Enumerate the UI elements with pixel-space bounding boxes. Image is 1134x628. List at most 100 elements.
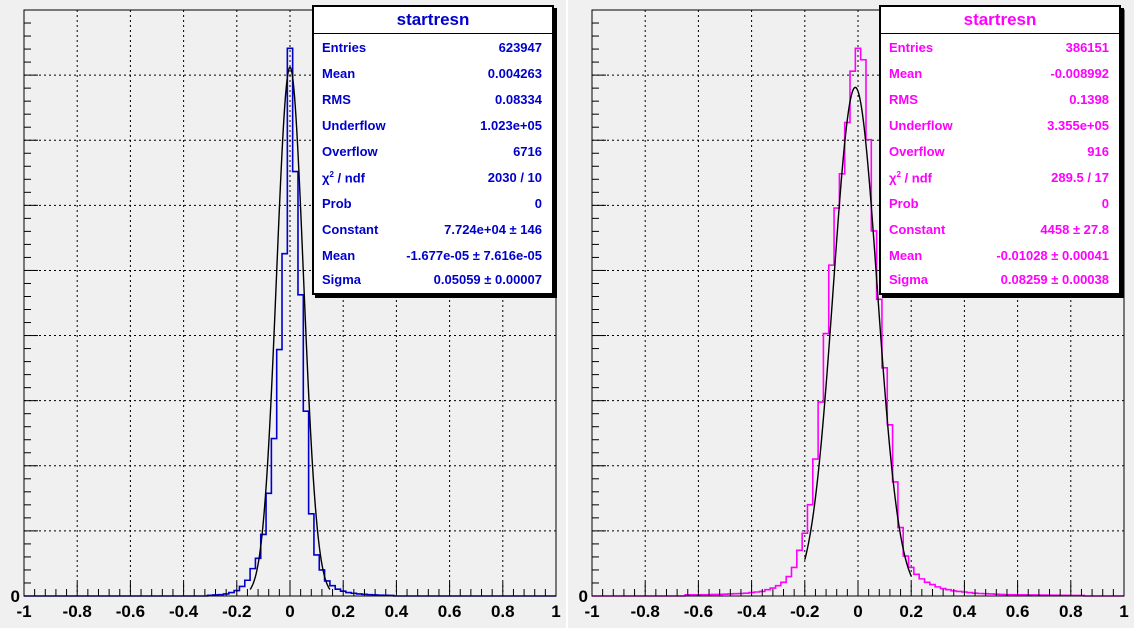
stats-row-chi2: χ2 / ndf 289.5 / 17 (889, 165, 1109, 191)
ndf-label: / ndf (333, 170, 365, 186)
stats-row-mean: Mean 0.004263 (322, 61, 542, 87)
stats-value: 7.724e+04 ± 146 (444, 222, 542, 237)
stats-row-constant: Constant 4458 ± 27.8 (889, 217, 1109, 243)
stats-title: startresn (314, 7, 552, 34)
stats-value: -0.01028 ± 0.00041 (996, 248, 1109, 263)
stats-value: 0.08259 ± 0.00038 (1000, 272, 1109, 287)
stats-label: χ2 / ndf (322, 170, 365, 185)
x-tick-label: 0.4 (953, 602, 977, 621)
x-tick-label: -0.4 (169, 602, 199, 621)
stats-value: 0.08334 (495, 92, 542, 107)
stats-title: startresn (881, 7, 1119, 34)
stats-row-prob: Prob 0 (889, 191, 1109, 217)
x-tick-label: -1 (584, 602, 599, 621)
stats-value: -0.008992 (1050, 66, 1109, 81)
stats-label: Overflow (322, 144, 378, 159)
stats-label: Sigma (889, 272, 929, 287)
y-tick-label: 0 (11, 587, 20, 606)
x-tick-label: -0.4 (737, 602, 767, 621)
stats-label: Prob (889, 196, 919, 211)
stats-value: 0 (1101, 196, 1109, 211)
canvas-separator (566, 0, 568, 628)
stats-value: 623947 (498, 40, 542, 55)
x-tick-label: 0.6 (1006, 602, 1030, 621)
stats-value: 1.023e+05 (480, 118, 542, 133)
right-stats-box: startresn Entries 386151 Mean -0.008992 … (879, 5, 1121, 295)
x-tick-label: 0.4 (385, 602, 409, 621)
stats-label: Underflow (889, 118, 953, 133)
right-histogram-canvas: -1 -0.8 -0.6 -0.4 -0.2 0 0.2 0.4 0.6 0.8 1 0 startr… (568, 0, 1134, 628)
histogram-line (592, 47, 1124, 597)
stats-row-constant: Constant 7.724e+04 ± 146 (322, 217, 542, 243)
x-tick-label: -0.6 (116, 602, 145, 621)
stats-value: 4458 ± 27.8 (1040, 222, 1109, 237)
stats-label: χ2 / ndf (889, 170, 932, 185)
stats-value: 289.5 / 17 (1051, 170, 1109, 185)
stats-label: Sigma (322, 272, 362, 287)
stats-row-chi2: χ2 / ndf 2030 / 10 (322, 165, 542, 191)
stats-row-prob: Prob 0 (322, 191, 542, 217)
stats-row-rms: RMS 0.1398 (889, 87, 1109, 113)
x-tick-label: 0.2 (899, 602, 923, 621)
stats-label: Mean (889, 248, 923, 263)
stats-value: 916 (1087, 144, 1109, 159)
left-histogram-canvas: -1 -0.8 -0.6 -0.4 -0.2 0 0.2 0.4 0.6 0.8 1 0 startr… (0, 0, 566, 628)
stats-label: Entries (322, 40, 367, 55)
stats-row-underflow: Underflow 3.355e+05 (889, 113, 1109, 139)
stats-label: RMS (889, 92, 918, 107)
chi-exponent: 2 (329, 170, 334, 179)
x-tick-label: 1 (551, 602, 560, 621)
histogram-line (24, 47, 556, 597)
stats-row-fit-mean: Mean -1.677e-05 ± 7.616e-05 (322, 243, 542, 269)
stats-row-overflow: Overflow 916 (889, 139, 1109, 165)
chi-exponent: 2 (896, 170, 901, 179)
stats-label: Prob (322, 196, 352, 211)
x-tick-label: -1 (16, 602, 31, 621)
stats-label: Entries (889, 40, 934, 55)
stats-value: 386151 (1065, 40, 1109, 55)
y-tick-label: 0 (579, 587, 588, 606)
x-tick-label: -0.2 (790, 602, 819, 621)
x-tick-label: -0.2 (222, 602, 251, 621)
x-tick-label: 0.8 (491, 602, 515, 621)
x-tick-label: -0.6 (684, 602, 713, 621)
stats-value: -1.677e-05 ± 7.616e-05 (406, 248, 542, 263)
stats-label: Underflow (322, 118, 386, 133)
stats-value: 0.004263 (487, 66, 542, 81)
stats-row-fit-mean: Mean -0.01028 ± 0.00041 (889, 243, 1109, 269)
chi-symbol: χ (889, 170, 897, 186)
left-stats-box: startresn Entries 623947 Mean 0.004263 R… (312, 5, 554, 295)
stats-row-overflow: Overflow 6716 (322, 139, 542, 165)
x-tick-label: -0.8 (63, 602, 92, 621)
stats-label: Mean (322, 248, 356, 263)
stats-row-sigma: Sigma 0.05059 ± 0.00007 (322, 267, 542, 293)
stats-label: Overflow (889, 144, 945, 159)
stats-label: Constant (889, 222, 946, 237)
x-tick-label: 0 (853, 602, 862, 621)
x-tick-label: 0.2 (331, 602, 355, 621)
stats-value: 0.05059 ± 0.00007 (433, 272, 542, 287)
stats-label: Mean (889, 66, 923, 81)
stats-row-entries: Entries 386151 (889, 35, 1109, 61)
gaussian-fit-curve (804, 86, 912, 577)
stats-row-underflow: Underflow 1.023e+05 (322, 113, 542, 139)
chi-symbol: χ (322, 170, 330, 186)
stats-label: Constant (322, 222, 379, 237)
stats-row-mean: Mean -0.008992 (889, 61, 1109, 87)
x-tick-label: 0.6 (438, 602, 462, 621)
x-tick-label: 0.8 (1059, 602, 1083, 621)
stats-row-entries: Entries 623947 (322, 35, 542, 61)
stats-value: 3.355e+05 (1047, 118, 1109, 133)
stats-row-sigma: Sigma 0.08259 ± 0.00038 (889, 267, 1109, 293)
stats-label: RMS (322, 92, 351, 107)
stats-value: 2030 / 10 (487, 170, 542, 185)
gaussian-fit-curve (249, 66, 331, 590)
x-tick-label: 1 (1119, 602, 1128, 621)
stats-value: 6716 (513, 144, 542, 159)
x-tick-label: 0 (285, 602, 294, 621)
x-tick-label: -0.8 (631, 602, 660, 621)
stats-value: 0 (534, 196, 542, 211)
stats-value: 0.1398 (1069, 92, 1109, 107)
stats-row-rms: RMS 0.08334 (322, 87, 542, 113)
stats-label: Mean (322, 66, 356, 81)
